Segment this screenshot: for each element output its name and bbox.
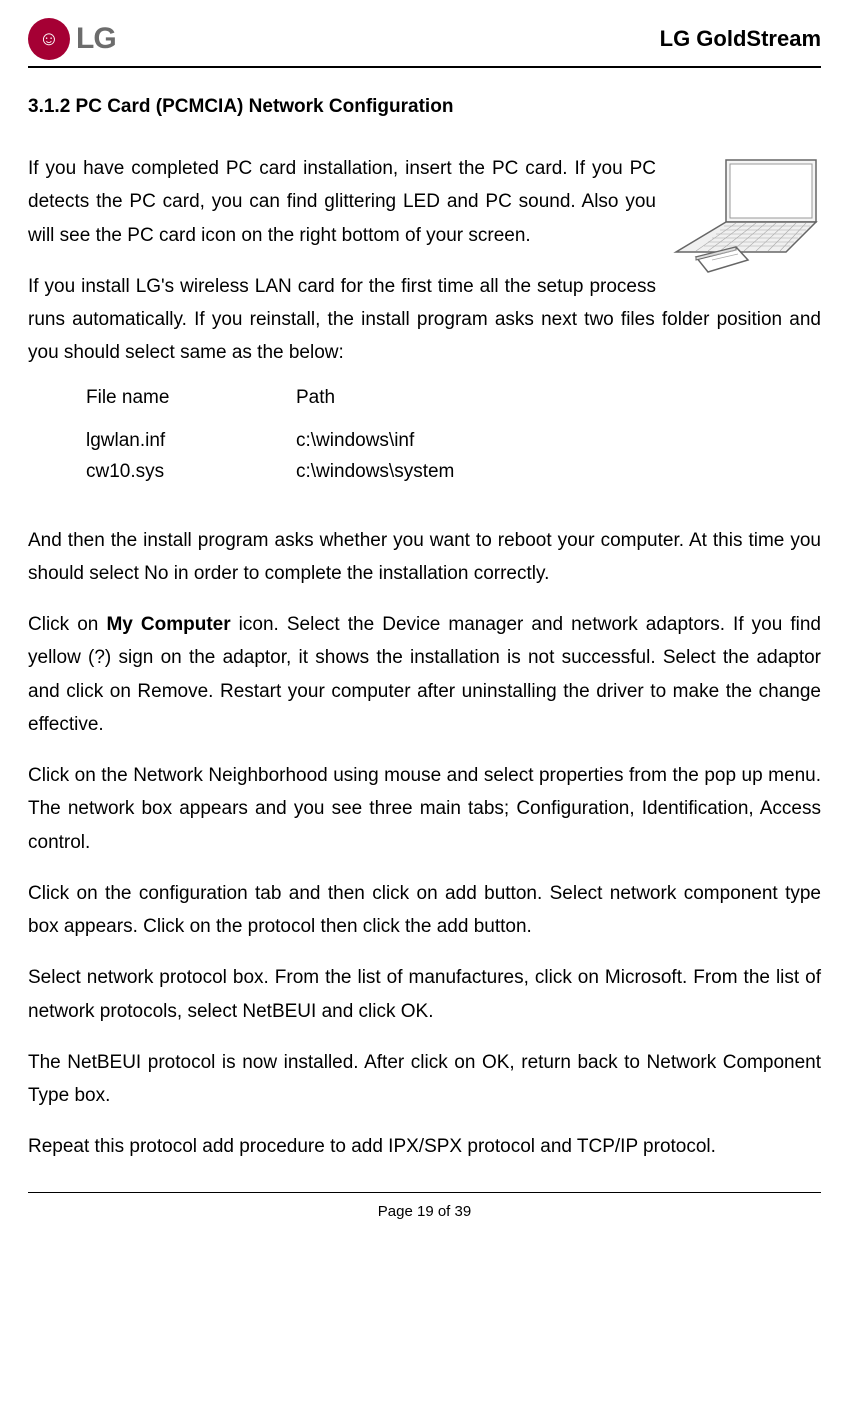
paragraph-8: The NetBEUI protocol is now installed. A… (28, 1046, 821, 1113)
logo: ☺ LG (28, 18, 116, 60)
table-header-row: File name Path (86, 382, 821, 413)
logo-text: LG (76, 22, 116, 56)
paragraph-5: Click on the Network Neighborhood using … (28, 759, 821, 859)
table-cell-filename: lgwlan.inf (86, 425, 296, 456)
page-number: Page 19 of 39 (28, 1203, 821, 1220)
paragraph-2: If you install LG's wireless LAN card fo… (28, 270, 821, 370)
table-row: lgwlan.inf c:\windows\inf (86, 425, 821, 456)
table-header-path: Path (296, 382, 821, 413)
section-heading: 3.1.2 PC Card (PCMCIA) Network Configura… (28, 96, 821, 118)
product-title: LG GoldStream (660, 26, 821, 52)
paragraph-3: And then the install program asks whethe… (28, 524, 821, 591)
file-path-table: File name Path lgwlan.inf c:\windows\inf… (86, 382, 821, 488)
footer-divider (28, 1192, 821, 1193)
paragraph-4: Click on My Computer icon. Select the De… (28, 608, 821, 741)
header-divider (28, 66, 821, 68)
paragraph-4-pre: Click on (28, 614, 106, 635)
table-cell-path: c:\windows\system (296, 456, 821, 487)
paragraph-7: Select network protocol box. From the li… (28, 961, 821, 1028)
logo-face-icon: ☺ (39, 29, 59, 49)
lg-logo-icon: ☺ (28, 18, 70, 60)
laptop-pc-card-icon (666, 152, 821, 277)
paragraph-4-bold: My Computer (106, 614, 230, 635)
table-header-filename: File name (86, 382, 296, 413)
table-cell-path: c:\windows\inf (296, 425, 821, 456)
table-cell-filename: cw10.sys (86, 456, 296, 487)
table-row: cw10.sys c:\windows\system (86, 456, 821, 487)
document-page: ☺ LG LG GoldStream 3.1.2 PC Card (PCMCIA… (0, 0, 849, 1236)
page-header: ☺ LG LG GoldStream (28, 18, 821, 60)
paragraph-9: Repeat this protocol add procedure to ad… (28, 1130, 821, 1163)
intro-block: If you have completed PC card installati… (28, 152, 821, 388)
paragraph-6: Click on the configuration tab and then … (28, 877, 821, 944)
